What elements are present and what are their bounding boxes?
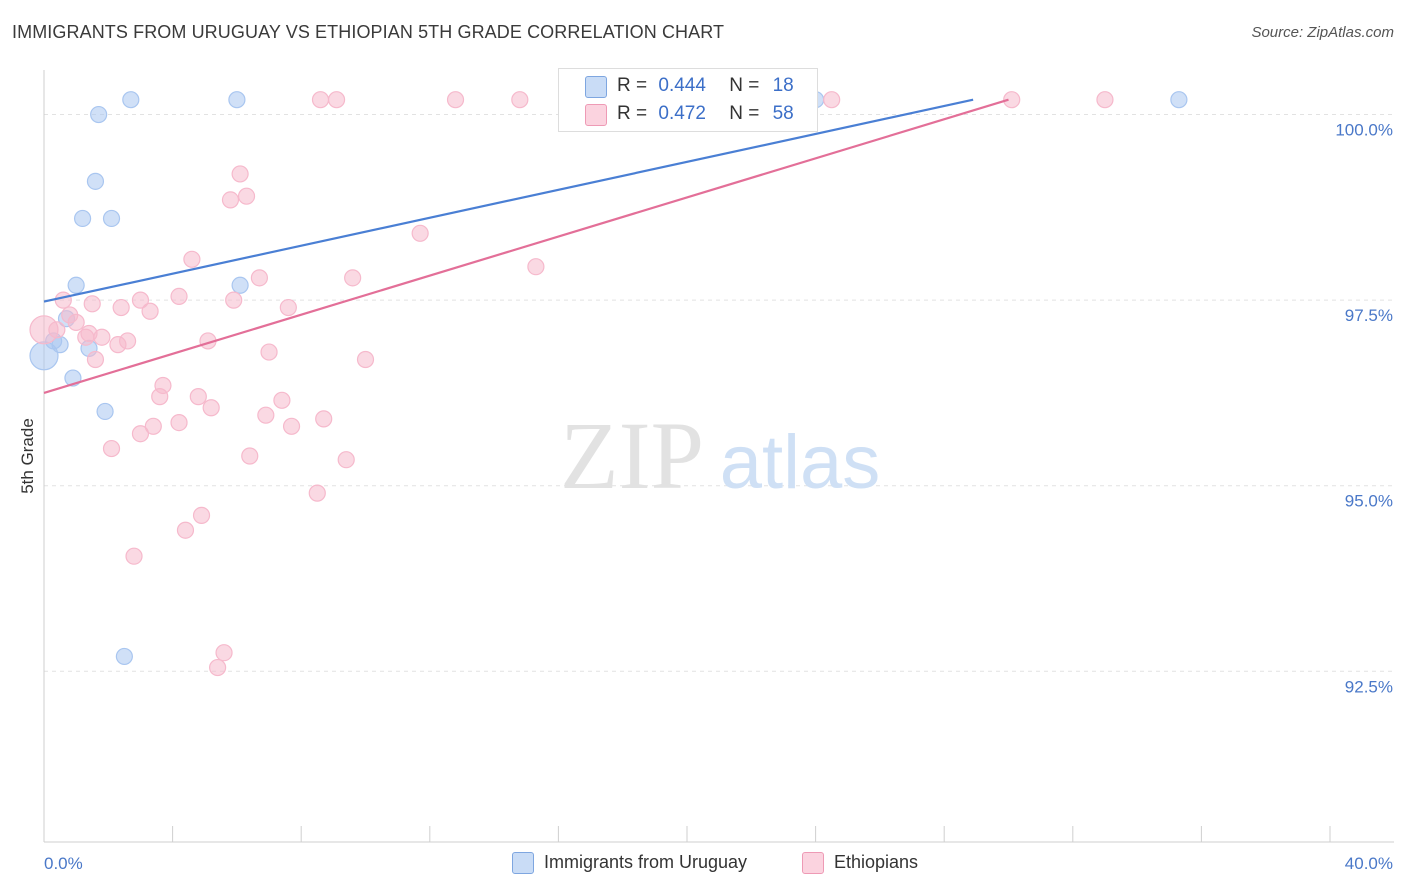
point-ethiopians <box>131 425 150 443</box>
point-ethiopians <box>237 187 256 205</box>
point-uruguay <box>29 341 59 371</box>
n-label: N = <box>729 103 760 124</box>
point-ethiopians <box>112 298 130 317</box>
point-uruguay <box>122 91 140 109</box>
point-ethiopians <box>125 547 143 565</box>
point-uruguay <box>228 91 246 109</box>
point-ethiopians <box>209 658 227 677</box>
point-ethiopians <box>527 258 545 276</box>
stats-legend: R = 0.444 N = 18 R = 0.472 N = 58 <box>558 68 818 132</box>
point-ethiopians <box>279 298 297 317</box>
point-uruguay <box>73 209 92 228</box>
point-ethiopians <box>282 417 301 435</box>
point-ethiopians <box>446 91 465 109</box>
point-ethiopians <box>823 91 841 109</box>
x-tick-label: 0.0% <box>44 854 83 873</box>
zipatlas-watermark: ZIP atlas <box>560 402 880 509</box>
data-points <box>29 91 1188 677</box>
point-ethiopians <box>311 91 330 109</box>
point-ethiopians <box>1096 91 1114 109</box>
tick-labels: 100.0% 97.5% 95.0% 92.5% 0.0% 40.0% <box>44 121 1393 873</box>
n-label: N = <box>729 75 760 96</box>
point-ethiopians <box>141 302 159 320</box>
legend-item-ethiopians: Ethiopians <box>802 852 919 875</box>
point-ethiopians <box>77 328 95 346</box>
point-ethiopians <box>109 336 127 354</box>
point-ethiopians <box>337 451 355 469</box>
chart-title: IMMIGRANTS FROM URUGUAY VS ETHIOPIAN 5TH… <box>12 22 725 42</box>
point-ethiopians <box>1003 91 1021 109</box>
n-value-uruguay: 18 <box>772 75 794 96</box>
r-value-ethiopians: 0.472 <box>658 103 706 124</box>
axes <box>43 70 1394 843</box>
point-ethiopians <box>54 291 72 309</box>
point-ethiopians <box>144 417 162 435</box>
point-uruguay <box>96 402 114 421</box>
point-ethiopians <box>225 291 243 309</box>
point-ethiopians <box>83 295 101 313</box>
point-ethiopians <box>170 413 188 432</box>
point-ethiopians <box>183 250 201 268</box>
legend-label-ethiopians: Ethiopians <box>834 852 919 872</box>
point-ethiopians <box>67 313 85 331</box>
trend-line-uruguay <box>43 98 974 303</box>
point-ethiopians <box>215 644 233 662</box>
point-ethiopians <box>176 521 195 539</box>
point-ethiopians <box>260 343 278 361</box>
source-label: Source: ZipAtlas.com <box>1251 24 1394 41</box>
point-ethiopians <box>315 410 333 428</box>
n-value-ethiopians: 58 <box>772 103 794 124</box>
point-uruguay <box>67 276 85 294</box>
watermark-atlas: atlas <box>720 420 881 505</box>
point-ethiopians <box>93 328 111 346</box>
r-label: R = <box>617 75 648 96</box>
point-ethiopians <box>170 287 188 306</box>
point-ethiopians <box>411 224 429 242</box>
legend-label-uruguay: Immigrants from Uruguay <box>544 852 748 872</box>
point-ethiopians <box>86 350 105 369</box>
point-uruguay <box>231 276 249 294</box>
legend-swatch-uruguay <box>512 852 534 875</box>
point-ethiopians <box>257 406 275 424</box>
point-uruguay <box>1170 91 1188 109</box>
point-uruguay <box>115 647 133 666</box>
r-value-uruguay: 0.444 <box>658 75 706 96</box>
point-ethiopians <box>327 91 346 109</box>
legend-swatch-ethiopians <box>802 852 824 875</box>
y-tick-label: 92.5% <box>1345 677 1393 696</box>
legend-item-uruguay: Immigrants from Uruguay <box>512 852 748 875</box>
point-ethiopians <box>273 391 291 409</box>
point-ethiopians <box>250 269 269 287</box>
legend-swatch-ethiopians <box>585 104 607 126</box>
point-uruguay <box>90 105 108 124</box>
y-tick-label: 95.0% <box>1345 492 1393 511</box>
point-ethiopians <box>189 388 207 406</box>
trend-line-ethiopians <box>43 98 1009 394</box>
point-ethiopians <box>241 447 259 465</box>
point-ethiopians <box>356 350 375 369</box>
point-ethiopians <box>131 291 150 309</box>
legend-swatch-uruguay <box>585 76 607 98</box>
r-label: R = <box>617 103 648 124</box>
point-ethiopians <box>231 165 249 183</box>
point-ethiopians <box>48 321 66 339</box>
point-ethiopians <box>192 506 211 524</box>
point-uruguay <box>102 209 121 228</box>
point-ethiopians <box>102 439 121 458</box>
watermark-zip: ZIP <box>560 402 704 509</box>
x-tick-label: 40.0% <box>1345 854 1393 873</box>
point-ethiopians <box>308 484 326 502</box>
point-ethiopians <box>511 91 529 109</box>
y-tick-label: 97.5% <box>1345 306 1393 325</box>
trend-lines <box>43 98 1009 394</box>
point-uruguay <box>86 172 105 190</box>
point-ethiopians <box>151 388 169 406</box>
y-tick-label: 100.0% <box>1335 121 1393 140</box>
point-ethiopians <box>221 191 240 209</box>
point-ethiopians <box>344 269 362 287</box>
point-ethiopians <box>202 399 220 417</box>
